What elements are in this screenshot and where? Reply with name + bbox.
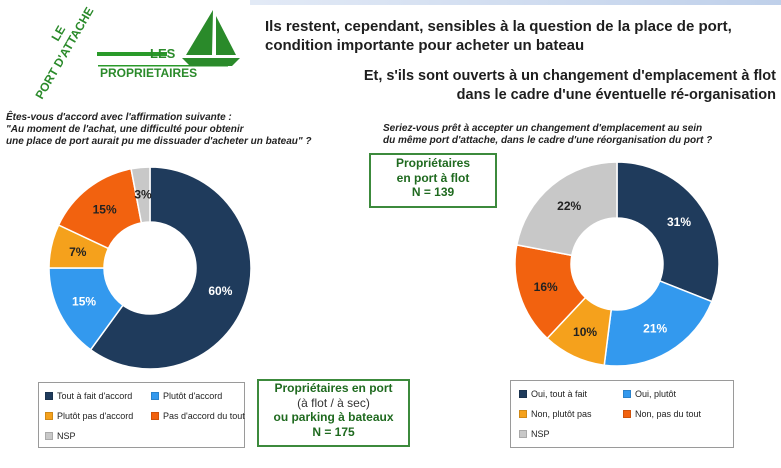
legend-0-item-1: Plutôt d'accord xyxy=(151,391,222,401)
legend-1-label-3: Non, pas du tout xyxy=(635,409,702,419)
subheadline: Et, s'ils sont ouverts à un changement d… xyxy=(363,68,776,103)
legend-1-label-1: Oui, plutôt xyxy=(635,389,677,399)
legend-0-item-2: Plutôt pas d'accord xyxy=(45,411,133,421)
legend-0-item-4: NSP xyxy=(45,431,76,441)
sample-box-all-line-3: ou parking à bateaux xyxy=(273,410,394,424)
legend-0-label-0: Tout à fait d'accord xyxy=(57,391,133,401)
legend-1-swatch-0 xyxy=(519,390,527,398)
legend-0-swatch-0 xyxy=(45,392,53,400)
logo-proprietaires: PROPRIETAIRES xyxy=(100,66,197,80)
legend-0-swatch-4 xyxy=(45,432,53,440)
sample-box-all-n: N = 175 xyxy=(312,424,355,439)
legend-1-swatch-2 xyxy=(519,410,527,418)
legend-0-label-3: Pas d'accord du tout xyxy=(163,411,245,421)
legend-1-item-1: Oui, plutôt xyxy=(623,389,676,399)
right-question: Seriez-vous prêt à accepter un changemen… xyxy=(383,123,778,147)
legend-1-swatch-3 xyxy=(623,410,631,418)
legend-0-swatch-1 xyxy=(151,392,159,400)
legend-1-item-0: Oui, tout à fait xyxy=(519,389,587,399)
legend-left-chart: Tout à fait d'accord Plutôt d'accord Plutô… xyxy=(38,382,245,448)
legend-1-item-3: Non, pas du tout xyxy=(623,409,701,419)
legend-0-swatch-3 xyxy=(151,412,159,420)
top-decorative-bar xyxy=(170,0,781,5)
legend-right-chart: Oui, tout à fait Oui, plutôt Non, plutôt p… xyxy=(510,380,734,448)
donut-1-label-0: 31% xyxy=(667,215,691,229)
headline: Ils restent, cependant, sensibles à la q… xyxy=(265,18,732,54)
right-question-line-2: du même port d'attache, dans le cadre d'… xyxy=(383,135,713,146)
legend-0-item-3: Pas d'accord du tout xyxy=(151,411,245,421)
legend-0-label-4: NSP xyxy=(57,431,76,441)
donut-1-label-2: 10% xyxy=(573,325,597,339)
legend-0-swatch-2 xyxy=(45,412,53,420)
legend-0-item-0: Tout à fait d'accord xyxy=(45,391,132,401)
legend-0-label-1: Plutôt d'accord xyxy=(163,391,223,401)
donut-1-slice-4 xyxy=(515,161,618,257)
sample-box-all-line-1: Propriétaires en port xyxy=(274,381,393,395)
sample-box-afloat-line-1: Propriétaires xyxy=(395,156,471,170)
legend-1-swatch-1 xyxy=(623,390,631,398)
donut-0-slice-0 xyxy=(89,166,252,370)
legend-1-item-2: Non, plutôt pas xyxy=(519,409,592,419)
legend-1-label-2: Non, plutôt pas xyxy=(531,409,592,419)
donut-1-slice-1 xyxy=(603,279,713,367)
sample-box-all-line-2: (à flot / à sec) xyxy=(297,395,370,410)
donut-0-label-1: 15% xyxy=(72,295,96,309)
right-question-line-1: Seriez-vous prêt à accepter un changemen… xyxy=(383,123,703,134)
donut-1-label-1: 21% xyxy=(643,322,667,336)
donut-0-label-4: 3% xyxy=(134,187,152,201)
donut-0-label-2: 7% xyxy=(69,245,87,259)
port-attache-logo: LE PORT D'ATTACHE LES PROPRIETAIRES xyxy=(0,0,250,110)
donut-1-slice-0 xyxy=(616,161,720,303)
sample-box-afloat-line-2: en port à flot xyxy=(396,170,470,185)
legend-1-label-0: Oui, tout à fait xyxy=(531,389,588,399)
sample-box-all: Propriétaires en port (à flot / à sec) o… xyxy=(257,379,410,447)
donut-0-slice-4 xyxy=(130,166,151,224)
legend-1-swatch-4 xyxy=(519,430,527,438)
left-question: Êtes-vous d'accord avec l'affirmation su… xyxy=(6,112,376,148)
sailboat-icon xyxy=(182,10,240,66)
sample-box-afloat: Propriétaires en port à flot N = 139 xyxy=(369,153,497,208)
legend-1-item-4: NSP xyxy=(519,429,550,439)
sample-box-afloat-n: N = 139 xyxy=(411,185,455,199)
donut-1-label-3: 16% xyxy=(534,280,558,294)
left-question-line-1: Êtes-vous d'accord avec l'affirmation su… xyxy=(6,112,232,123)
donut-0-label-0: 60% xyxy=(208,284,232,298)
logo-les: LES xyxy=(150,46,176,61)
left-question-line-2: "Au moment de l'achat, une difficulté po… xyxy=(6,124,244,135)
legend-1-label-4: NSP xyxy=(531,429,550,439)
logo-le: LE xyxy=(48,23,68,43)
left-question-line-3: une place de port aurait pu me dissuader… xyxy=(6,136,312,147)
donut-1-label-4: 22% xyxy=(557,199,581,213)
legend-0-label-2: Plutôt pas d'accord xyxy=(57,411,134,421)
donut-0-label-3: 15% xyxy=(93,203,117,217)
